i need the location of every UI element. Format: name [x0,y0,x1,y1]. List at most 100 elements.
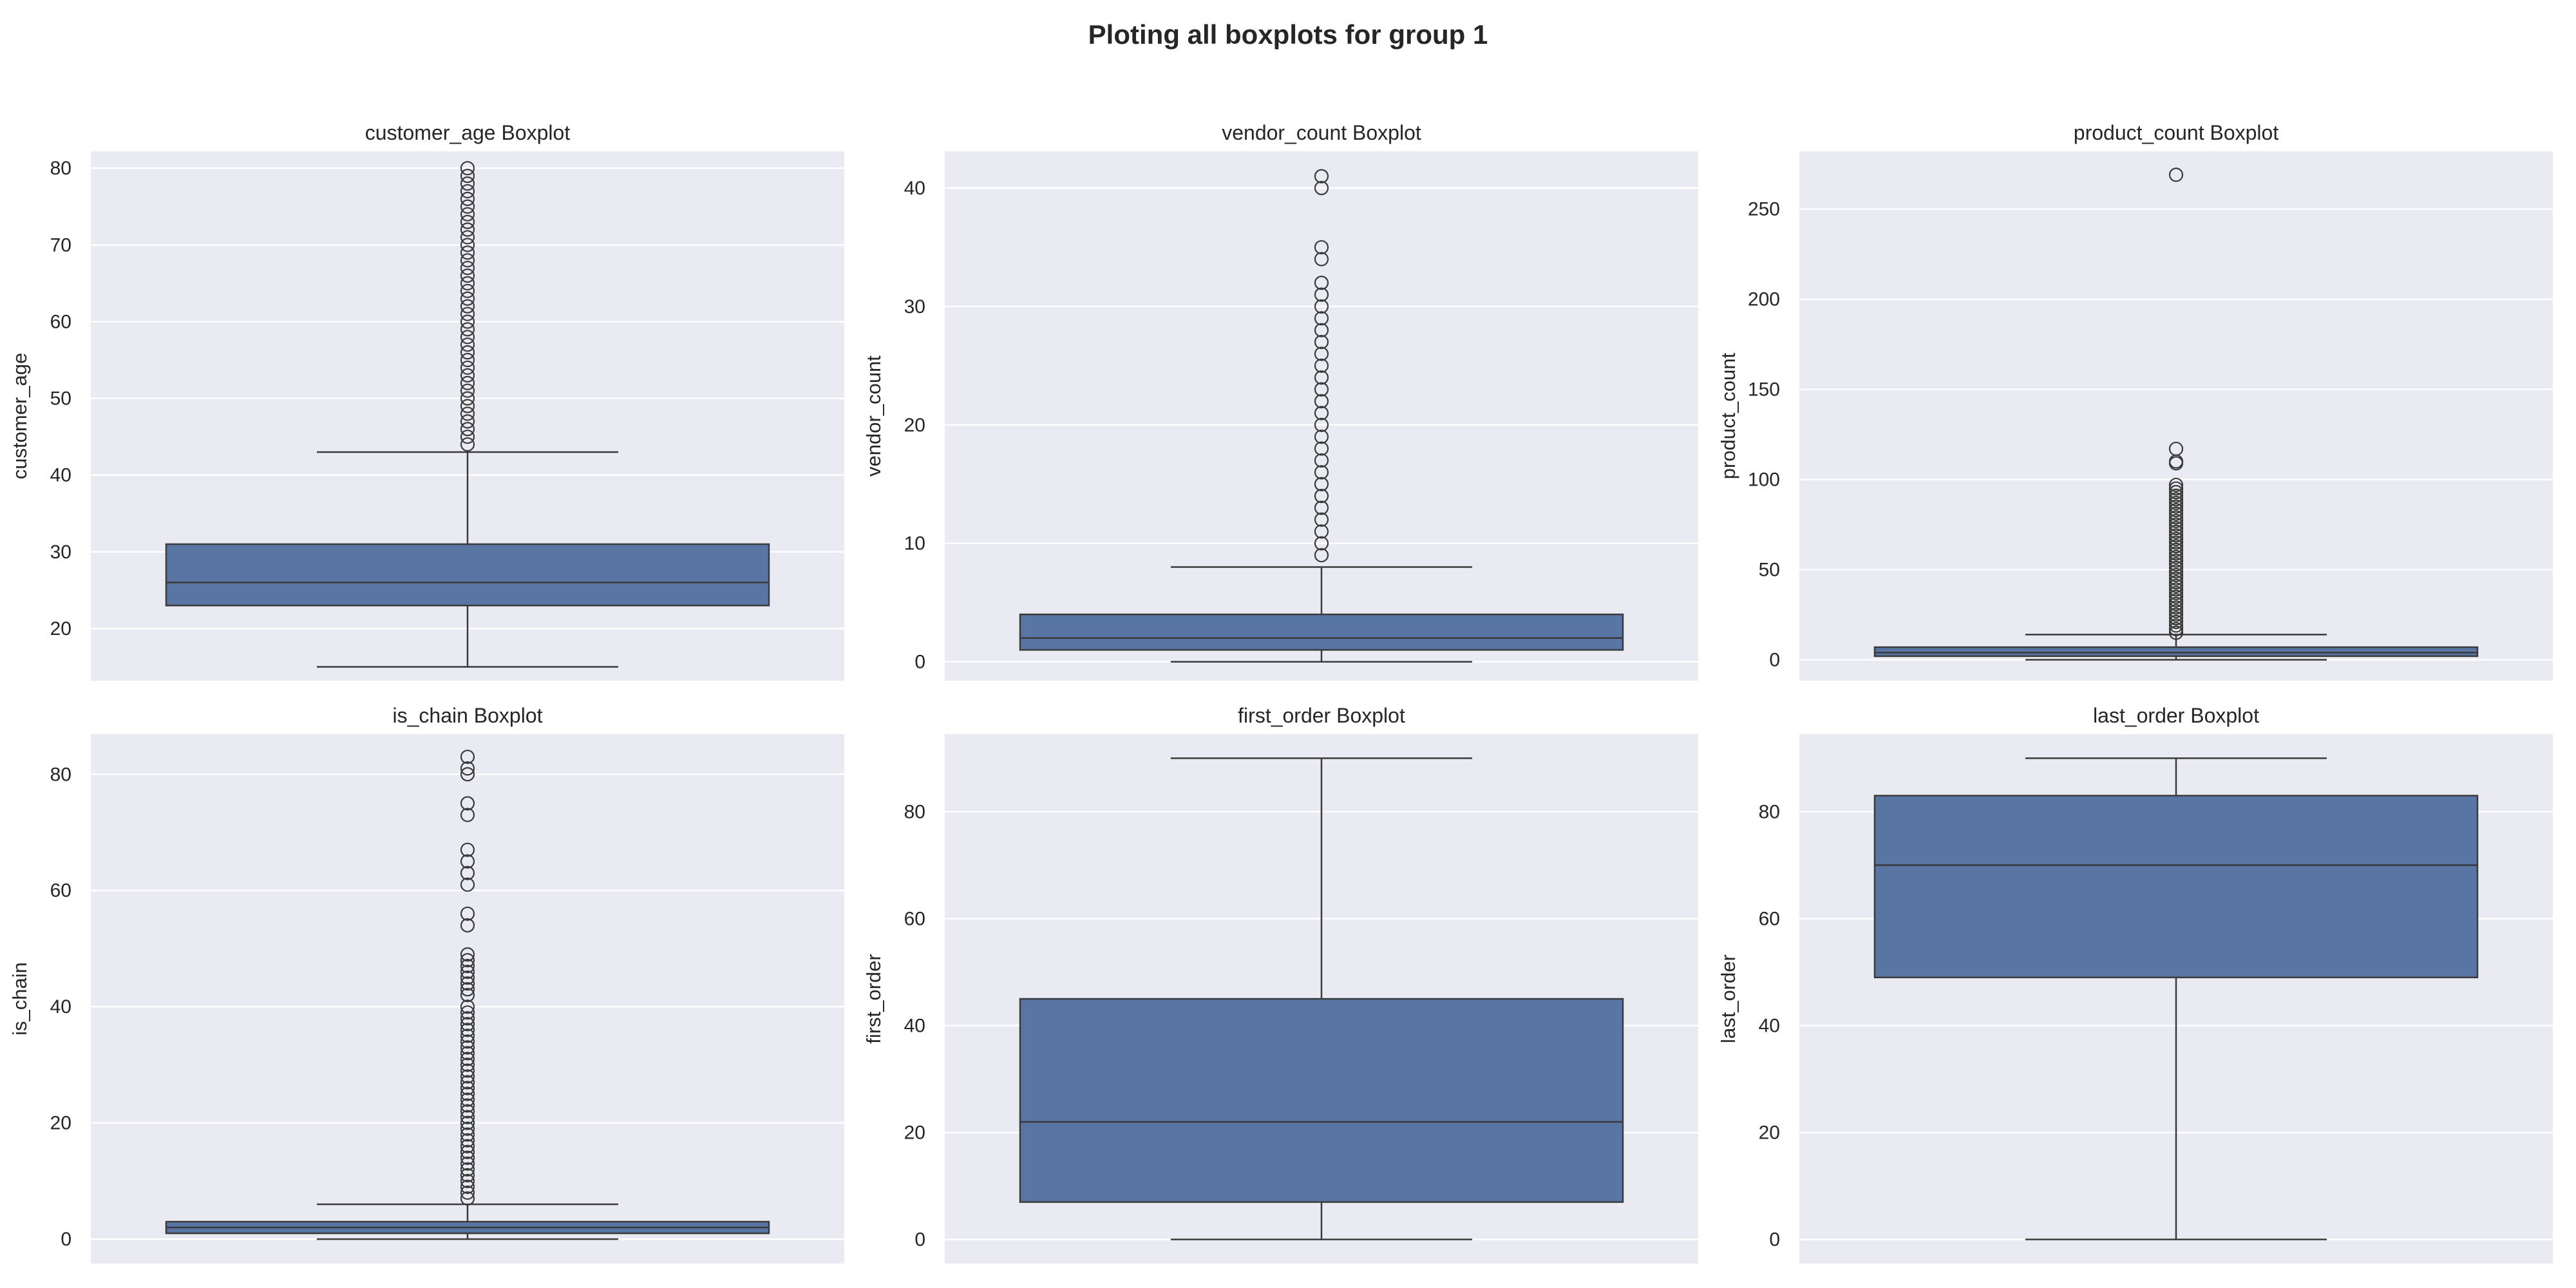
outlier-point [2168,585,2184,601]
outlier-point [460,176,475,191]
outlier-point [1314,311,1329,326]
outlier-point [460,1040,475,1055]
outlier-point [1314,430,1329,444]
y-axis-label: first_order [862,954,885,1044]
y-tick-label: 20 [50,618,71,639]
y-tick-label: 80 [904,801,925,822]
outlier-point [2168,564,2184,579]
outlier-point [460,1110,475,1124]
outlier-point [460,906,475,921]
outlier-point [460,842,475,857]
outlier-point [460,1057,475,1072]
outlier-point [460,299,475,314]
outlier-point [460,1075,475,1090]
outlier-point [460,866,475,880]
outlier-point [460,1162,475,1177]
outlier-point [2168,506,2184,521]
outlier-point [460,406,475,421]
outlier-point [1314,346,1329,361]
outlier-point [1314,536,1329,551]
y-tick-label: 200 [1748,289,1780,310]
y-tick-label: 80 [50,158,71,179]
outlier-point [2168,549,2184,565]
outlier-point [460,207,475,222]
outlier-point [460,761,475,776]
outlier-point [2168,492,2184,507]
outlier-point [460,1092,475,1107]
outlier-point [1314,180,1329,196]
outlier-point [2168,477,2184,493]
outlier-point [460,399,475,413]
outlier-point [460,345,475,360]
subplot: 0 10 20 30 40 vendor_count Boxplot vendor_coun… [862,121,1698,681]
outlier-point [460,268,475,283]
outlier-point [460,1139,475,1153]
y-tick-label: 20 [1759,1122,1780,1144]
outlier-point [2168,495,2184,511]
outlier-point [460,1127,475,1142]
outlier-point [1314,276,1329,290]
subplot-title: last_order Boxplot [2093,704,2259,727]
outlier-point [2168,546,2184,561]
outlier-point [460,947,475,962]
outlier-point [460,360,475,375]
subplot-title: first_order Boxplot [1238,704,1405,727]
outlier-point [460,368,475,383]
outlier-point [1314,287,1329,302]
y-tick-label: 40 [904,1016,925,1037]
outlier-point [460,191,475,206]
figure-title: Ploting all boxplots for group 1 [1088,19,1488,50]
y-axis-label: vendor_count [862,355,885,477]
outlier-point [2168,528,2184,543]
y-tick-label: 0 [61,1229,71,1250]
y-axis-label: is_chain [8,962,31,1036]
y-tick-label: 70 [50,234,71,256]
outlier-point [460,1191,475,1206]
subplot: 0 50 100 150 200 250 product_count Boxplot prod… [1717,121,2553,681]
outlier-point [2168,531,2184,547]
y-tick-label: 150 [1748,379,1780,401]
y-tick-label: 60 [50,311,71,332]
outlier-point [460,437,475,452]
outlier-point [460,276,475,291]
outlier-point [2168,557,2184,572]
outlier-point [460,337,475,352]
outlier-point [460,1150,475,1165]
box [1019,998,1624,1203]
outlier-point [2168,560,2184,575]
y-tick-label: 20 [904,1122,925,1144]
outlier-point [1314,382,1329,397]
outlier-point [460,1104,475,1119]
outlier-point [460,918,475,933]
subplot-title: is_chain Boxplot [392,704,542,727]
outlier-point [1314,358,1329,373]
outlier-point [2168,593,2184,608]
outlier-point [1314,334,1329,350]
outlier-point [460,222,475,237]
outlier-point [460,383,475,398]
outlier-point [2168,603,2184,619]
outlier-point [1314,240,1329,255]
outlier-point [460,1069,475,1084]
outlier-point [2168,578,2184,593]
outlier-point [2168,167,2184,182]
outlier-point [460,1115,475,1130]
outlier-point [460,1098,475,1113]
outlier-point [460,976,475,991]
box [165,543,770,607]
outlier-point [460,238,475,252]
subplot-title: product_count Boxplot [2074,121,2279,144]
y-axis-label: product_count [1717,352,1739,479]
outlier-point [460,982,475,997]
outlier-point [460,1023,475,1037]
outlier-point [1314,453,1329,468]
outlier-point [2168,539,2184,554]
y-tick-label: 100 [1748,469,1780,491]
outlier-point [460,422,475,437]
outlier-point [460,430,475,444]
outlier-point [460,245,475,260]
outlier-point [2168,582,2184,597]
outlier-point [460,330,475,345]
outlier-point [2168,614,2184,629]
y-tick-label: 30 [904,296,925,317]
